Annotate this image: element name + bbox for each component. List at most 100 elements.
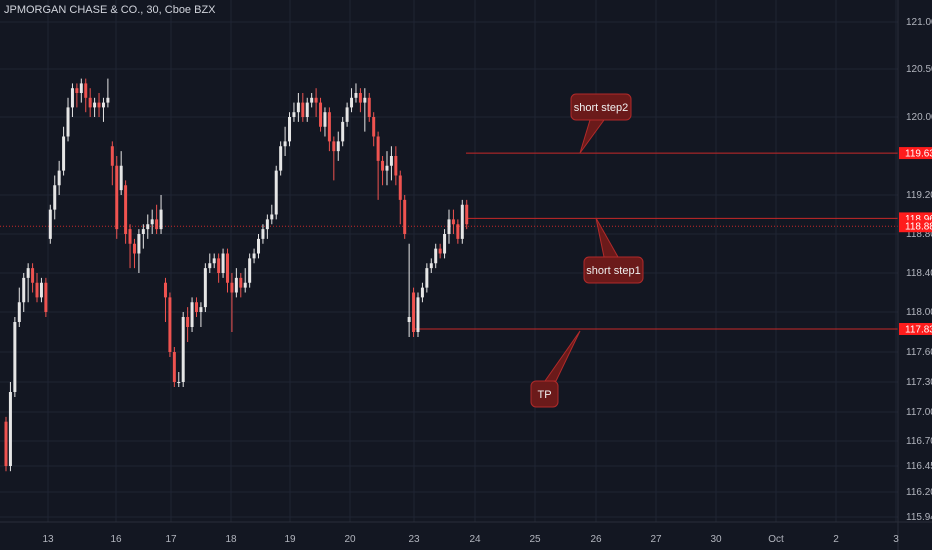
candle-body: [186, 317, 190, 327]
candle-body: [79, 83, 83, 93]
callout-label: short step2: [574, 102, 628, 114]
callouts[interactable]: short step2 short step1 TP: [530, 93, 644, 408]
candle-body: [443, 234, 447, 254]
callout-label: short step1: [586, 265, 640, 277]
candle-body: [398, 175, 402, 200]
candle-body: [367, 97, 371, 117]
candle-body: [296, 102, 300, 113]
candle-body: [465, 204, 469, 225]
x-tick-label: 23: [408, 534, 420, 545]
price-label-box: [899, 147, 932, 160]
candle-body: [292, 112, 296, 117]
candle-body: [221, 253, 225, 273]
callout-2[interactable]: short step1: [583, 217, 644, 284]
candle-body: [283, 141, 287, 147]
candle-body: [119, 165, 123, 191]
candle-body: [354, 93, 358, 98]
x-tick-label: 27: [650, 534, 662, 545]
y-tick-label: 119.20: [906, 190, 932, 201]
candle-body: [310, 97, 314, 103]
candle-body: [190, 302, 194, 327]
candle-body: [314, 97, 318, 103]
candle-body: [252, 253, 256, 259]
y-tick-label: 115.94: [906, 512, 932, 523]
candle-body: [358, 93, 362, 103]
candle-body: [434, 248, 438, 264]
price-label-box: [899, 323, 932, 335]
candle-body: [8, 392, 12, 466]
candle-body: [270, 214, 274, 220]
candle-body: [363, 97, 367, 103]
x-tick-label: 26: [590, 534, 602, 545]
price-label-box: [899, 220, 932, 233]
candle-body: [234, 277, 238, 293]
candle-body: [451, 219, 455, 225]
candle-body: [261, 229, 265, 239]
x-tick-label: 2: [833, 534, 839, 545]
candle-body: [323, 112, 327, 127]
candle-body: [438, 248, 442, 254]
y-axis: 121.00 120.50 120.00 119.20 118.80 118.40 118.…: [897, 0, 932, 550]
candle-body: [394, 156, 398, 176]
candle-body: [460, 204, 464, 239]
y-tick-label: 116.70: [906, 436, 932, 447]
candle-body: [336, 141, 340, 152]
candle-body: [429, 263, 433, 269]
candle-body: [412, 292, 416, 332]
x-axis: 13 16 17 18 19 20 23 24 25 26 27 30 Oct 2 3: [0, 521, 932, 545]
candle-body: [217, 258, 221, 273]
callout-box: [570, 93, 632, 121]
y-tick-label: 116.45: [906, 461, 932, 472]
x-tick-label: 18: [225, 534, 237, 545]
candles: [4, 78, 469, 472]
x-tick-label: 20: [344, 534, 356, 545]
candle-body: [88, 97, 92, 108]
callout-box: [583, 256, 644, 284]
candle-body: [146, 224, 150, 230]
candle-body: [181, 317, 185, 382]
y-tick-label: 116.20: [906, 487, 932, 498]
candle-body: [172, 352, 176, 382]
candle-body: [230, 282, 234, 293]
y-tick-label: 117.30: [906, 377, 932, 388]
x-tick-label: 16: [110, 534, 122, 545]
candle-body: [177, 382, 181, 383]
candle-body: [101, 102, 105, 108]
candle-body: [208, 263, 212, 269]
candle-body: [376, 136, 380, 161]
x-tick-label: Oct: [768, 534, 784, 545]
x-tick-label: 30: [710, 534, 722, 545]
x-tick-label: 19: [284, 534, 296, 545]
callout-box: [530, 380, 559, 408]
x-tick-label: 25: [529, 534, 541, 545]
candle-body: [305, 102, 309, 117]
y-tick-label: 118.80: [906, 229, 932, 240]
callout-1[interactable]: short step2: [570, 93, 632, 154]
candle-body: [159, 209, 163, 230]
grid-lines: [0, 0, 898, 522]
y-tick-label: 120.50: [906, 64, 932, 75]
x-tick-label: 3: [893, 534, 899, 545]
candle-body: [194, 302, 198, 312]
candle-body: [35, 282, 39, 298]
candle-body: [150, 219, 154, 225]
x-tick-label: 24: [469, 534, 481, 545]
y-tick-label: 117.60: [906, 347, 932, 358]
price-levels: [0, 152, 898, 330]
candle-body: [332, 141, 336, 152]
candle-body: [248, 258, 252, 283]
candle-body: [345, 107, 349, 122]
candle-body: [110, 146, 114, 166]
candle-body: [319, 102, 323, 127]
candle-body: [257, 238, 261, 254]
candle-body: [4, 421, 8, 466]
candle-body: [106, 97, 110, 103]
callout-3[interactable]: TP: [530, 330, 581, 408]
candle-body: [199, 307, 203, 312]
callout-label: TP: [537, 389, 551, 401]
candle-body: [420, 287, 424, 298]
candle-body: [327, 112, 331, 142]
candle-body: [168, 297, 172, 352]
